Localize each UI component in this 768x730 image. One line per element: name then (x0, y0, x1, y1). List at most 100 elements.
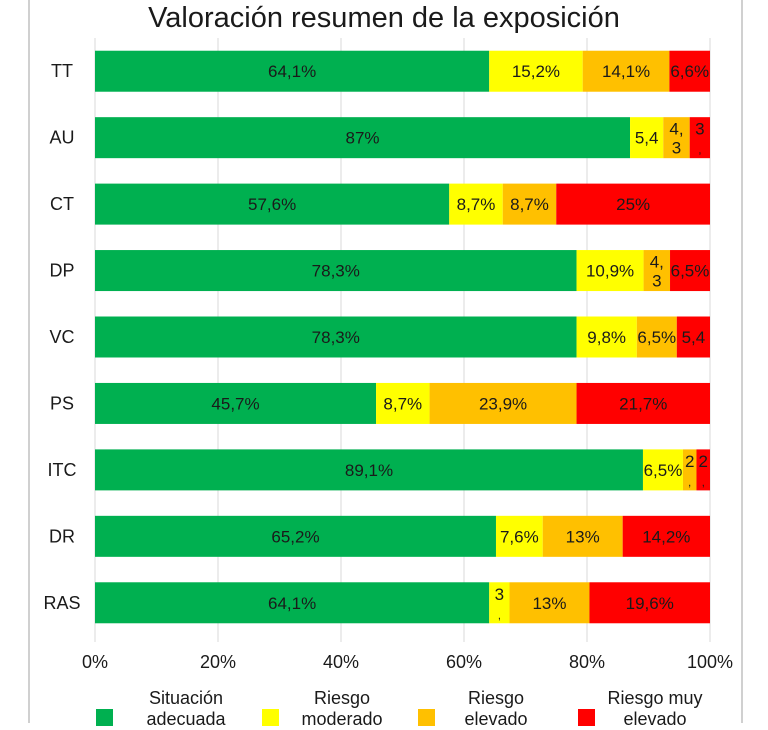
bar-segment-riesgo-elevado (509, 582, 590, 624)
bar-segment-riesgo-muy-elevado (622, 515, 710, 557)
bar-segment-riesgo-elevado (542, 515, 623, 557)
x-tick-label: 0% (82, 652, 108, 672)
data-label: 57,6% (248, 195, 296, 214)
legend-label-line2: elevado (464, 709, 528, 729)
data-label: 78,3% (312, 328, 360, 347)
bar-segment-situacion-adecuada (95, 50, 490, 92)
legend-swatch (578, 709, 595, 726)
bar-segment-situacion-adecuada (95, 183, 450, 225)
data-label: 6,5% (671, 262, 710, 281)
data-label: 4, (669, 120, 683, 139)
data-label: 5,4 (635, 129, 659, 148)
legend-swatch (262, 709, 279, 726)
data-label: , (702, 477, 705, 489)
legend-label-line1: Situación (148, 688, 224, 708)
data-label: 14,2% (642, 527, 690, 546)
data-label: 8,7% (457, 195, 496, 214)
chart-legend: Situación adecuada Riesgo moderado Riesg… (0, 688, 768, 729)
data-label: 23,9% (479, 394, 527, 413)
x-tick-label: 40% (323, 652, 359, 672)
category-label: VC (49, 327, 74, 347)
legend-label-line2: adecuada (146, 709, 226, 729)
chart-frame-left-border (28, 0, 30, 723)
data-label: 64,1% (268, 62, 316, 81)
data-label: 3 (495, 585, 504, 604)
bar-segment-riesgo-elevado (582, 50, 670, 92)
bar-segment-riesgo-elevado (663, 117, 690, 159)
bar-segment-riesgo-moderado (376, 382, 430, 424)
bar-segment-riesgo-muy-elevado (589, 582, 710, 624)
chart-title: Valoración resumen de la exposición (148, 2, 620, 34)
legend-swatch (418, 709, 435, 726)
data-label: 6,5% (644, 461, 683, 480)
bar-segment-riesgo-moderado (642, 449, 683, 491)
bar-segment-riesgo-elevado (502, 183, 557, 225)
bar-segment-riesgo-moderado (576, 250, 644, 292)
bar-segment-riesgo-moderado (489, 50, 583, 92)
bar-segment-riesgo-moderado (576, 316, 637, 358)
bar-segment-riesgo-muy-elevado (576, 382, 710, 424)
bar-segment-riesgo-moderado (489, 582, 510, 624)
category-label: DP (49, 261, 74, 281)
category-label: RAS (43, 593, 80, 613)
bar-segment-situacion-adecuada (95, 250, 577, 292)
data-label: 9,8% (587, 328, 626, 347)
category-label: DR (49, 526, 75, 546)
bar-segment-riesgo-moderado (495, 515, 543, 557)
legend-label-line1: Riesgo muy (607, 688, 703, 708)
bar-segment-riesgo-muy-elevado (556, 183, 710, 225)
data-label: 89,1% (345, 461, 393, 480)
data-label: 8,7% (510, 195, 549, 214)
bar-segment-riesgo-muy-elevado (676, 316, 710, 358)
data-label: 2 (699, 452, 708, 471)
legend-label: Riesgo elevado (440, 688, 552, 730)
category-label: TT (51, 61, 73, 81)
bar-segment-riesgo-elevado (636, 316, 677, 358)
data-label: 2 (685, 452, 694, 471)
data-label: 8,7% (383, 394, 422, 413)
x-tick-label: 100% (687, 652, 733, 672)
data-label: 7,6% (500, 527, 539, 546)
x-tick-label: 20% (200, 652, 236, 672)
data-label: , (498, 610, 501, 622)
data-label: 64,1% (268, 594, 316, 613)
x-tick-label: 80% (569, 652, 605, 672)
bar-segment-riesgo-muy-elevado (689, 117, 710, 159)
bar-segment-situacion-adecuada (95, 515, 496, 557)
legend-label: Riesgo muy elevado (592, 688, 718, 730)
legend-label: Situación adecuada (130, 688, 242, 730)
category-label: AU (49, 128, 74, 148)
data-label: 14,1% (602, 62, 650, 81)
bar-segment-riesgo-muy-elevado (670, 250, 710, 292)
data-label: 25% (616, 195, 650, 214)
bar-segment-riesgo-muy-elevado (696, 449, 710, 491)
data-label: 6,6% (670, 62, 709, 81)
data-label: 3 (695, 120, 704, 139)
legend-label-line1: Riesgo (467, 688, 525, 708)
legend-label: Riesgo moderado (286, 688, 398, 730)
legend-label-line2: moderado (301, 709, 383, 729)
data-label: 65,2% (271, 527, 319, 546)
bar-segment-situacion-adecuada (95, 316, 577, 358)
data-label: , (688, 477, 691, 489)
category-label: CT (50, 194, 74, 214)
bar-segment-riesgo-muy-elevado (669, 50, 710, 92)
bar-segment-riesgo-elevado (429, 382, 577, 424)
data-label: 78,3% (312, 262, 360, 281)
data-label: 6,5% (637, 328, 676, 347)
bar-segment-situacion-adecuada (95, 582, 490, 624)
legend-label-line2: elevado (623, 709, 687, 729)
data-label: 13% (566, 527, 600, 546)
data-label: 3 (672, 139, 681, 158)
data-label: 15,2% (512, 62, 560, 81)
bar-segment-riesgo-moderado (630, 117, 664, 159)
bar-segment-situacion-adecuada (95, 117, 631, 159)
data-label: 45,7% (211, 394, 259, 413)
data-label: , (698, 145, 701, 157)
bar-segment-riesgo-elevado (643, 250, 671, 292)
bar-segment-riesgo-elevado (682, 449, 697, 491)
legend-swatch (96, 709, 113, 726)
category-label: ITC (48, 460, 77, 480)
legend-label-line1: Riesgo (313, 688, 371, 708)
chart-frame-right-border (741, 0, 743, 723)
